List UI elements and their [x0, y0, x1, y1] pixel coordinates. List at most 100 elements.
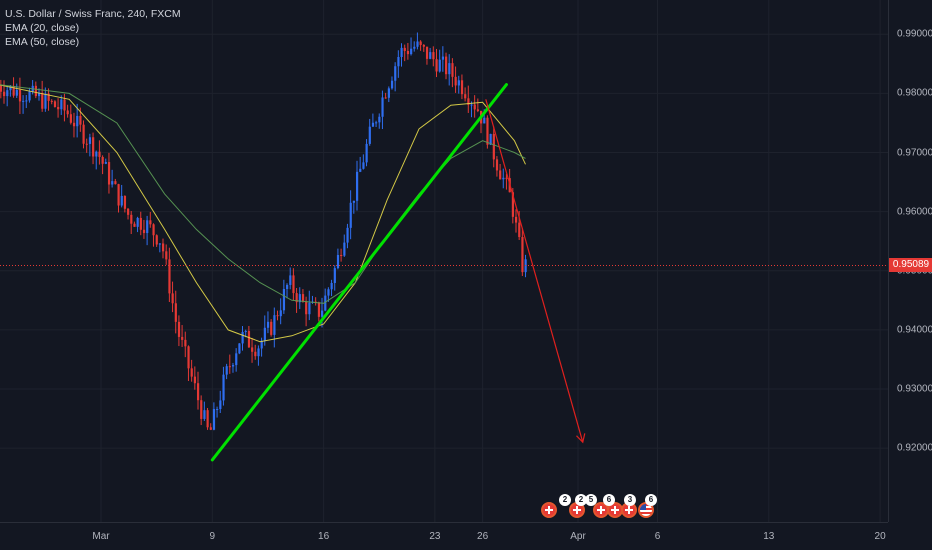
- candle-body: [371, 122, 375, 127]
- candle-body: [120, 195, 123, 206]
- candle-body: [413, 46, 416, 49]
- candle-body: [511, 192, 515, 217]
- candle-body: [266, 321, 270, 328]
- candle-body: [6, 90, 9, 97]
- candle-body: [37, 92, 41, 97]
- candle-body: [502, 177, 505, 180]
- candle-body: [3, 91, 6, 97]
- event-count-badge[interactable]: 3: [624, 494, 636, 506]
- candle-body: [79, 115, 82, 125]
- candle-body: [422, 44, 425, 47]
- candle-body: [149, 220, 152, 225]
- price-tick-label: 0.94000: [897, 324, 932, 336]
- candle-body: [340, 255, 343, 257]
- candle-body: [349, 202, 352, 228]
- candle-body: [50, 100, 53, 102]
- candle-body: [473, 104, 476, 110]
- candle-body: [47, 93, 50, 101]
- candle-body: [98, 151, 101, 157]
- candle-body: [104, 162, 107, 164]
- price-tick-label: 0.93000: [897, 383, 932, 395]
- chart-area[interactable]: U.S. Dollar / Swiss Franc, 240, FXCM EMA…: [0, 0, 888, 522]
- ema20-line: [0, 84, 526, 343]
- time-tick-label: 6: [654, 531, 661, 542]
- candle-body: [432, 52, 435, 60]
- candle-body: [216, 409, 219, 411]
- candle-body: [260, 340, 263, 349]
- candle-body: [28, 91, 31, 101]
- candle-body: [44, 93, 47, 109]
- candle-body: [514, 216, 518, 223]
- candle-body: [346, 227, 349, 243]
- event-count-badge[interactable]: 5: [585, 494, 597, 506]
- candle-body: [212, 409, 216, 430]
- time-tick-label: 13: [763, 531, 775, 542]
- event-count-badge[interactable]: 2: [559, 494, 571, 506]
- event-count-badge[interactable]: 6: [603, 494, 615, 506]
- candle-body: [171, 293, 174, 304]
- swiss-flag-icon[interactable]: [541, 502, 557, 518]
- candle-body: [317, 302, 321, 317]
- price-chart[interactable]: [0, 0, 888, 522]
- arrow-head: [576, 433, 586, 444]
- candle-body: [251, 347, 254, 352]
- candle-body: [518, 222, 521, 237]
- event-count-badge[interactable]: 6: [645, 494, 657, 506]
- candle-body: [378, 116, 381, 123]
- trendline: [210, 83, 508, 462]
- candle-body: [336, 255, 340, 269]
- candle-body: [41, 92, 44, 109]
- candle-body: [273, 315, 276, 335]
- candle-body: [82, 124, 85, 144]
- candle-body: [15, 89, 18, 96]
- candle-body: [390, 80, 394, 89]
- candle-body: [257, 348, 260, 357]
- candle-body: [384, 97, 387, 99]
- candle-body: [12, 86, 15, 96]
- symbol-title[interactable]: U.S. Dollar / Swiss Franc, 240, FXCM: [5, 8, 181, 20]
- candle-body: [368, 126, 371, 144]
- candle-body: [231, 365, 235, 367]
- candle-body: [359, 168, 362, 172]
- candle-body: [222, 374, 225, 401]
- candle-body: [238, 343, 241, 354]
- candle-body: [193, 376, 197, 384]
- event-count-badge[interactable]: 2: [575, 494, 587, 506]
- candle-body: [228, 366, 231, 368]
- candle-body: [60, 99, 63, 110]
- candle-body: [292, 275, 295, 294]
- candle-body: [324, 295, 327, 311]
- candle-body: [451, 63, 454, 77]
- candle-body: [9, 86, 12, 91]
- candle-body: [495, 159, 499, 171]
- candle-body: [286, 284, 289, 289]
- candle-body: [63, 99, 66, 111]
- swiss-flag-icon[interactable]: [607, 502, 623, 518]
- candle-body: [282, 288, 286, 311]
- time-axis[interactable]: Mar 9 16 23 26 Apr 6 13 20: [0, 522, 888, 550]
- candle-body: [155, 235, 158, 245]
- candle-body: [85, 143, 88, 145]
- candle-body: [365, 143, 368, 163]
- projection-arrow: [485, 99, 584, 443]
- candle-body: [467, 98, 470, 105]
- candle-body: [464, 94, 467, 99]
- price-tick-label: 0.99000: [897, 28, 932, 40]
- candle-body: [425, 46, 429, 59]
- candle-body: [168, 259, 171, 294]
- candle-body: [387, 88, 390, 98]
- candle-body: [400, 47, 403, 57]
- ema20-legend[interactable]: EMA (20, close): [5, 22, 80, 34]
- candle-body: [57, 106, 60, 110]
- candle-body: [76, 115, 79, 127]
- candle-body: [445, 56, 448, 75]
- candle-body: [435, 59, 438, 72]
- candle-body: [448, 63, 451, 75]
- candle-body: [279, 310, 282, 317]
- candle-body: [470, 104, 473, 106]
- candle-body: [244, 331, 247, 333]
- ema50-legend[interactable]: EMA (50, close): [5, 36, 80, 48]
- price-axis[interactable]: 0.990000.980000.970000.960000.950000.940…: [888, 0, 932, 522]
- candle-body: [486, 117, 489, 145]
- candle-body: [184, 339, 187, 347]
